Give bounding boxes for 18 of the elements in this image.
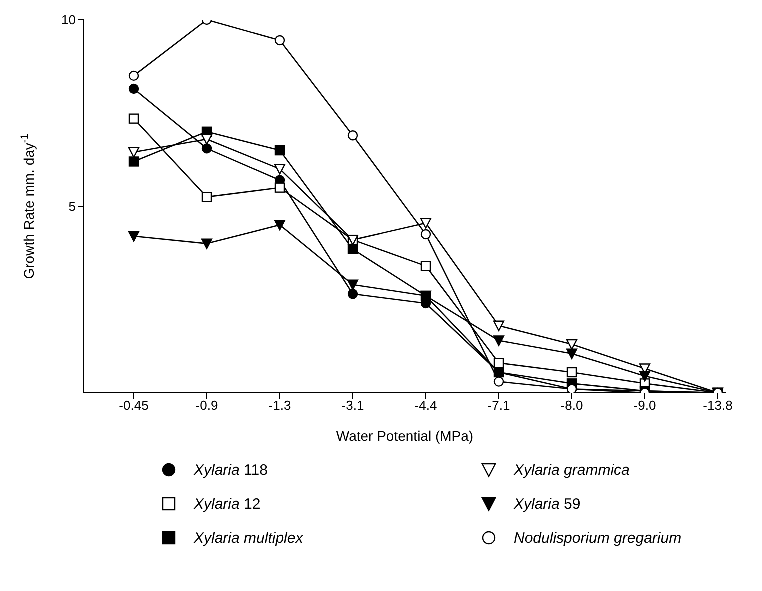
x-tick-label: -0.9: [196, 398, 218, 414]
x-tick-label: -1.3: [268, 398, 292, 414]
x-tick-label: -4.4: [414, 398, 438, 414]
legend-label: Xylaria 59: [514, 496, 581, 512]
y-tick-label: 10: [62, 12, 76, 28]
legend-label: Xylaria 12: [194, 496, 261, 512]
legend-label: Nodulisporium gregarium: [514, 530, 682, 546]
x-tick-label: -7.1: [488, 398, 510, 414]
x-tick-label: -13.8: [703, 398, 733, 414]
legend-label: Xylaria multiplex: [194, 530, 304, 546]
x-tick-label: -3.1: [342, 398, 364, 414]
x-tick-label: -0.45: [119, 398, 149, 414]
x-tick-label: -8.0: [560, 398, 584, 414]
legend-label: Xylaria grammica: [514, 462, 630, 478]
x-axis-title: Water Potential (MPa): [336, 428, 474, 444]
y-tick-label: 5: [68, 199, 76, 214]
x-tick-label: -9.0: [634, 398, 656, 414]
legend-label: Xylaria 118: [194, 462, 268, 478]
